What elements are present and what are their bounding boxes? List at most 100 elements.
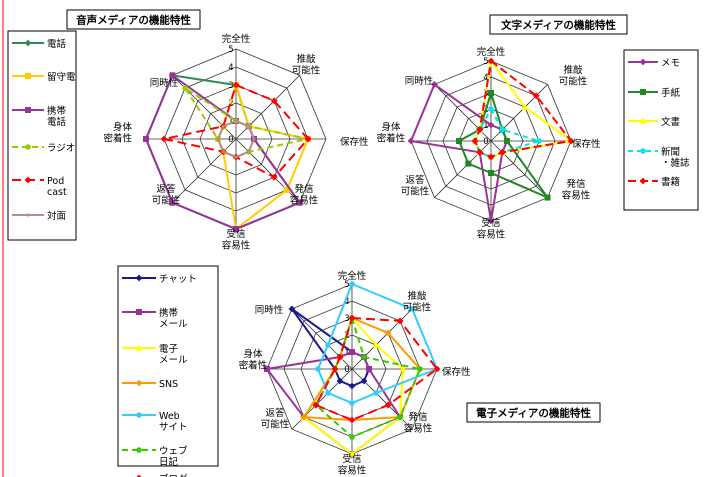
data-point [247,150,251,154]
data-point [498,148,506,156]
data-point [331,365,339,373]
series-7 [312,314,441,424]
legend-label: 携帯電話 [47,105,67,128]
data-point [232,81,240,89]
data-point [336,377,344,385]
legend-label: 携帯メール [159,307,188,330]
legend-marker [639,117,647,124]
data-point [407,137,415,145]
data-point [471,137,479,145]
data-point [264,366,270,372]
chart-title: 文字メディアの機能特性 [500,19,616,32]
legend-marker [640,89,646,95]
tick-label: 0 [228,135,233,145]
data-point [143,136,149,142]
axis-label: 受信容易性 [338,453,367,477]
data-point [169,199,176,206]
data-point [417,366,423,372]
legend-marker [639,58,647,66]
legend-marker [639,177,647,185]
legend-label: 新聞・雑誌 [661,146,690,169]
axis-label: 発信容易性 [562,178,591,202]
data-point [348,450,356,457]
axis-label: 身体密着性 [103,121,132,145]
legend-marker [136,447,142,453]
data-point [487,57,495,65]
series-5 [471,57,575,161]
tick-label: 4 [228,63,233,73]
axis-label: 受信容易性 [222,228,251,252]
legend-marker [25,107,31,113]
data-point [431,81,438,88]
data-point [349,400,355,406]
legend-label: Pod cast [47,176,67,198]
axis-label: 保存性 [340,136,369,148]
legend-label: 対面 [47,210,66,222]
axis-label: 完全性 [338,270,367,282]
axis-label: 受信容易性 [477,217,506,241]
data-point [315,366,321,372]
data-point [397,414,403,420]
legend-label: 手紙 [661,87,681,99]
chart-title: 音声メディアの機能特性 [76,14,191,27]
tick-label: 0 [344,365,349,375]
data-point [399,365,407,372]
legend-label: Web サイト [159,411,188,433]
axis-label: 返答可能性 [152,183,181,207]
chart-title: 電子メディアの機能特性 [476,407,591,420]
tick-label: 1 [483,121,488,131]
legend-box [623,49,699,211]
data-point [476,126,484,134]
legend-marker [135,379,143,387]
data-point [336,353,344,361]
data-point [233,226,239,232]
data-point [270,173,278,181]
data-point [521,103,529,110]
data-point [296,199,303,206]
data-point [182,85,188,91]
legend-marker [135,274,143,282]
legend-label: 電話 [47,38,67,50]
legend-marker [25,144,31,150]
legend-marker [136,412,142,418]
series-line [409,82,509,222]
data-point [234,119,238,123]
legend-label: 文書 [661,116,680,128]
tick-label: 3 [344,314,349,324]
data-point [487,153,495,161]
data-point [372,341,380,348]
data-point [234,155,238,159]
legend-label: 書籍 [661,176,680,188]
data-point [396,317,404,325]
axis-label: 推敲可能性 [559,64,588,88]
legend-marker [26,213,30,217]
data-point [221,124,225,128]
series-line [314,316,439,422]
data-point [288,305,296,313]
radar-chart-3: 012345完全性推敲可能性保存性発信容易性受信容易性返答可能性身体密着性同時性… [117,265,601,477]
axis-label: 返答可能性 [261,407,290,431]
axis-label: 推敲可能性 [292,53,321,77]
legend-label: SNS [159,379,178,390]
axis-label: 推敲可能性 [403,290,432,314]
axis-label: 返答可能性 [401,174,430,198]
data-point [216,137,220,141]
title-box [66,9,201,30]
series-line [457,89,551,200]
series-6 [313,314,423,440]
axis-label: 身体密着性 [239,348,268,372]
data-point [348,416,356,424]
axis-label: 同時性 [255,304,284,316]
legend-label: ウェブ日記 [159,445,188,468]
legend-label: ブログ [159,473,188,477]
series-line [184,87,309,159]
axis-label: 身体密着性 [377,121,406,145]
data-point [325,342,331,348]
data-point [349,349,355,355]
legend-label: チャット [159,274,197,285]
axis-label: 発信容易性 [404,411,433,435]
data-point [283,186,290,193]
